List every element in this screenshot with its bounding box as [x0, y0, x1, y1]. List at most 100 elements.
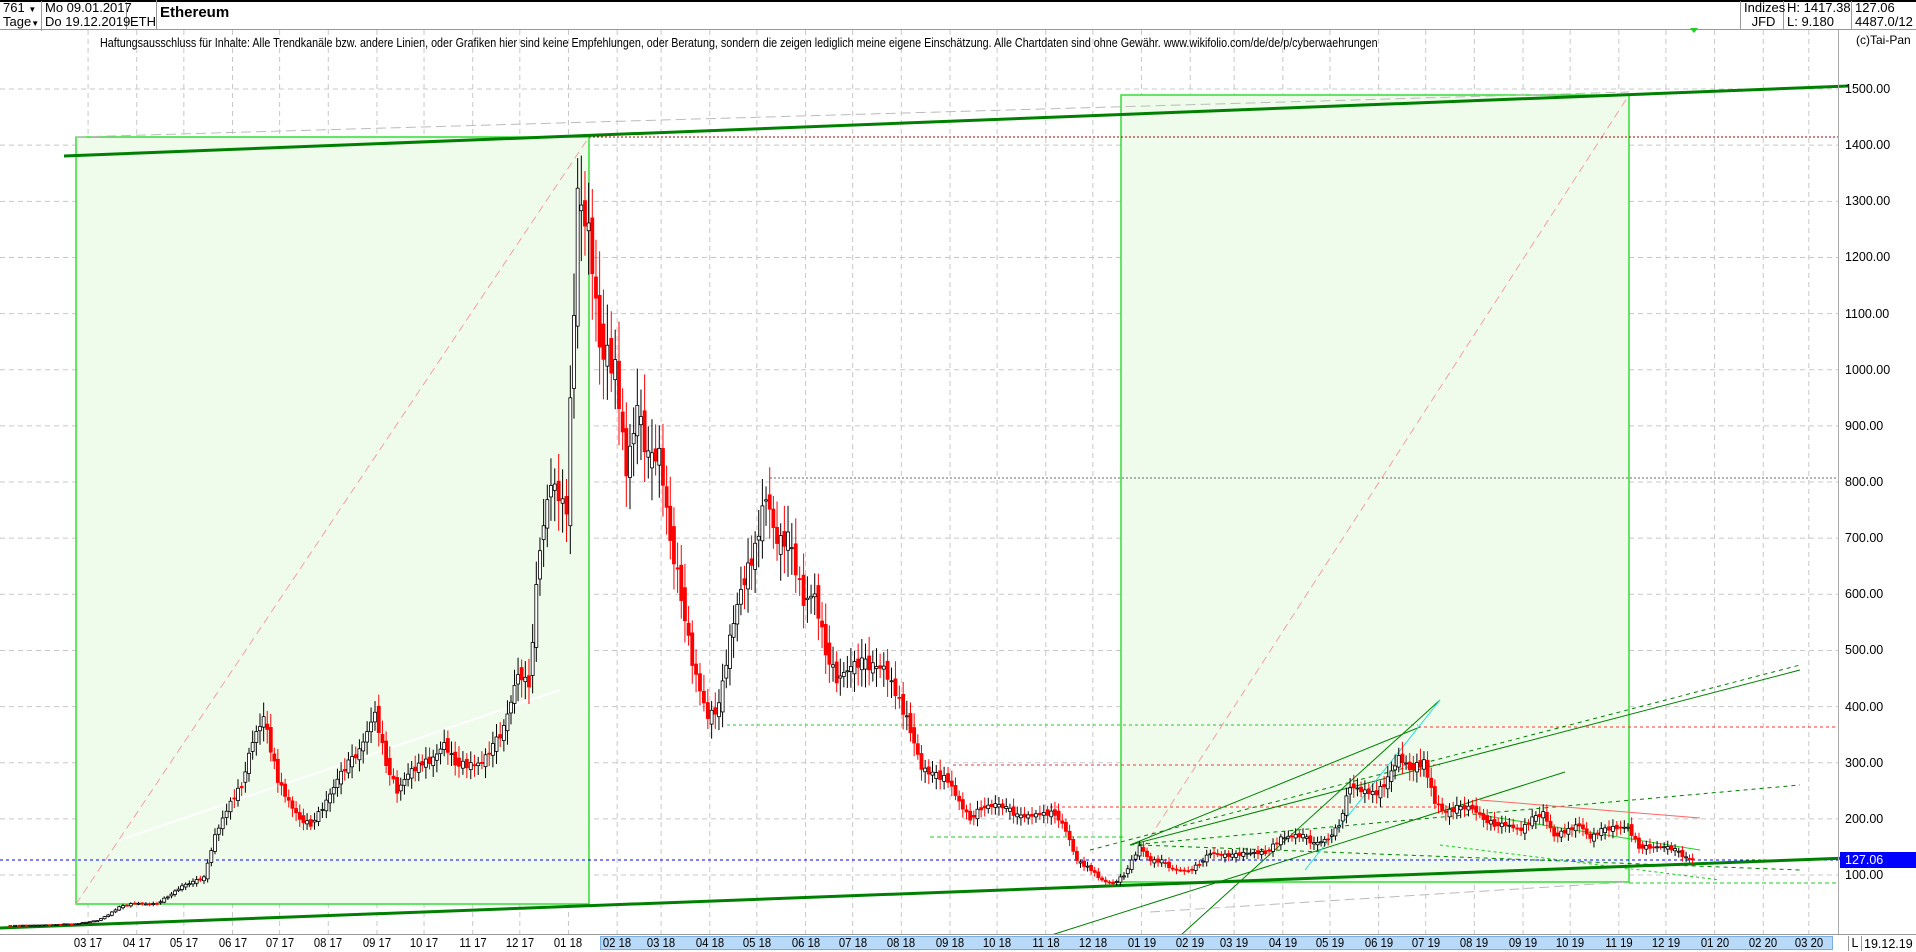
candle — [1530, 816, 1535, 827]
candle — [427, 756, 432, 765]
candle — [1037, 812, 1042, 816]
candle — [1436, 803, 1441, 806]
candle — [620, 411, 625, 433]
x-tick-label: 02 18 — [603, 936, 632, 950]
candle — [312, 819, 317, 823]
candle — [809, 595, 813, 599]
x-tick-label: 02 20 — [1749, 936, 1778, 950]
x-tick-label: 01 18 — [554, 936, 583, 950]
candle — [28, 924, 33, 927]
candle — [286, 797, 291, 801]
candle — [838, 675, 843, 679]
y-tick-label: 100.00 — [1845, 868, 1884, 882]
candle — [66, 923, 70, 926]
market: Indizes — [1740, 1, 1785, 15]
candle — [1622, 826, 1627, 829]
x-tick-label: 08 18 — [887, 936, 916, 950]
candle — [243, 771, 248, 783]
candle — [342, 769, 347, 772]
candle — [1443, 810, 1448, 813]
start-date[interactable]: Mo 09.01.2017 — [42, 1, 132, 15]
candle — [1577, 823, 1582, 827]
candle — [597, 294, 602, 348]
candle — [391, 775, 396, 780]
candle — [1396, 755, 1401, 768]
candle — [867, 655, 872, 671]
period-select[interactable]: Tage▼ — [0, 15, 42, 31]
candle — [490, 743, 495, 756]
x-tick-label: 03 17 — [73, 936, 103, 950]
candle — [1570, 827, 1574, 831]
candle — [1256, 850, 1260, 855]
candle — [1499, 822, 1504, 828]
x-tick-label: 11 19 — [1605, 936, 1633, 950]
candle — [198, 878, 203, 881]
candle — [1470, 804, 1475, 810]
candle — [709, 709, 714, 725]
l-button[interactable]: L — [1848, 936, 1862, 951]
candle — [1355, 787, 1360, 790]
candle — [494, 736, 499, 752]
candle — [128, 903, 133, 907]
candle — [1344, 795, 1349, 816]
candle — [1374, 790, 1379, 796]
candle — [982, 805, 987, 809]
candle — [786, 531, 790, 551]
candle — [848, 665, 853, 672]
candle — [1637, 837, 1641, 849]
candle — [183, 883, 188, 888]
candle — [1640, 844, 1645, 849]
candle — [1429, 777, 1434, 788]
chart-header: 761 ▼ Mo 09.01.2017 Tage▼ Do 19.12.2019 … — [0, 0, 1916, 31]
x-tick-label: 01 19 — [1127, 936, 1156, 950]
candle — [661, 448, 665, 486]
candle — [1607, 826, 1611, 831]
candle — [549, 485, 553, 498]
candle — [395, 777, 399, 794]
candle — [617, 360, 621, 409]
candle — [1230, 853, 1235, 858]
x-tick-label: 12 17 — [505, 936, 534, 950]
candle — [1186, 870, 1191, 873]
candle — [191, 880, 195, 885]
y-tick-label: 300.00 — [1845, 755, 1884, 770]
channel-upper-line[interactable] — [63, 84, 1849, 158]
candle — [668, 505, 673, 541]
candle — [376, 705, 381, 733]
last-price-label: 127.06 — [1840, 852, 1916, 868]
candle — [1092, 870, 1097, 873]
candle — [1584, 828, 1589, 835]
candle — [816, 585, 821, 619]
candle — [993, 803, 998, 808]
candle — [1304, 836, 1309, 839]
candle — [73, 923, 78, 926]
candle — [187, 883, 192, 886]
candle — [331, 787, 336, 795]
end-date[interactable]: Do 19.12.2019 — [42, 15, 130, 29]
candle — [964, 809, 969, 813]
candle — [1366, 788, 1371, 795]
candle — [530, 642, 535, 676]
candle — [1312, 842, 1316, 845]
candle — [908, 713, 913, 734]
channel-lower-line[interactable] — [0, 856, 1849, 930]
x-tick-label: 06 19 — [1364, 936, 1393, 950]
candle — [1060, 820, 1065, 824]
candle — [1237, 852, 1242, 856]
x-tick-label: 02 19 — [1176, 936, 1205, 950]
bars-count-select[interactable]: 761 ▼ — [0, 1, 42, 17]
candle — [1082, 860, 1086, 867]
candle — [1056, 810, 1061, 821]
candle — [1414, 762, 1419, 773]
candle — [690, 632, 695, 666]
visible-range-scrollbar[interactable] — [600, 936, 1833, 950]
candle — [265, 723, 270, 730]
candle — [1125, 868, 1130, 875]
candle — [416, 762, 421, 773]
period: Tage — [3, 14, 32, 29]
candle — [1178, 869, 1183, 872]
x-tick-label: 06 17 — [218, 936, 247, 950]
candle — [36, 924, 41, 927]
candle — [1687, 858, 1692, 860]
